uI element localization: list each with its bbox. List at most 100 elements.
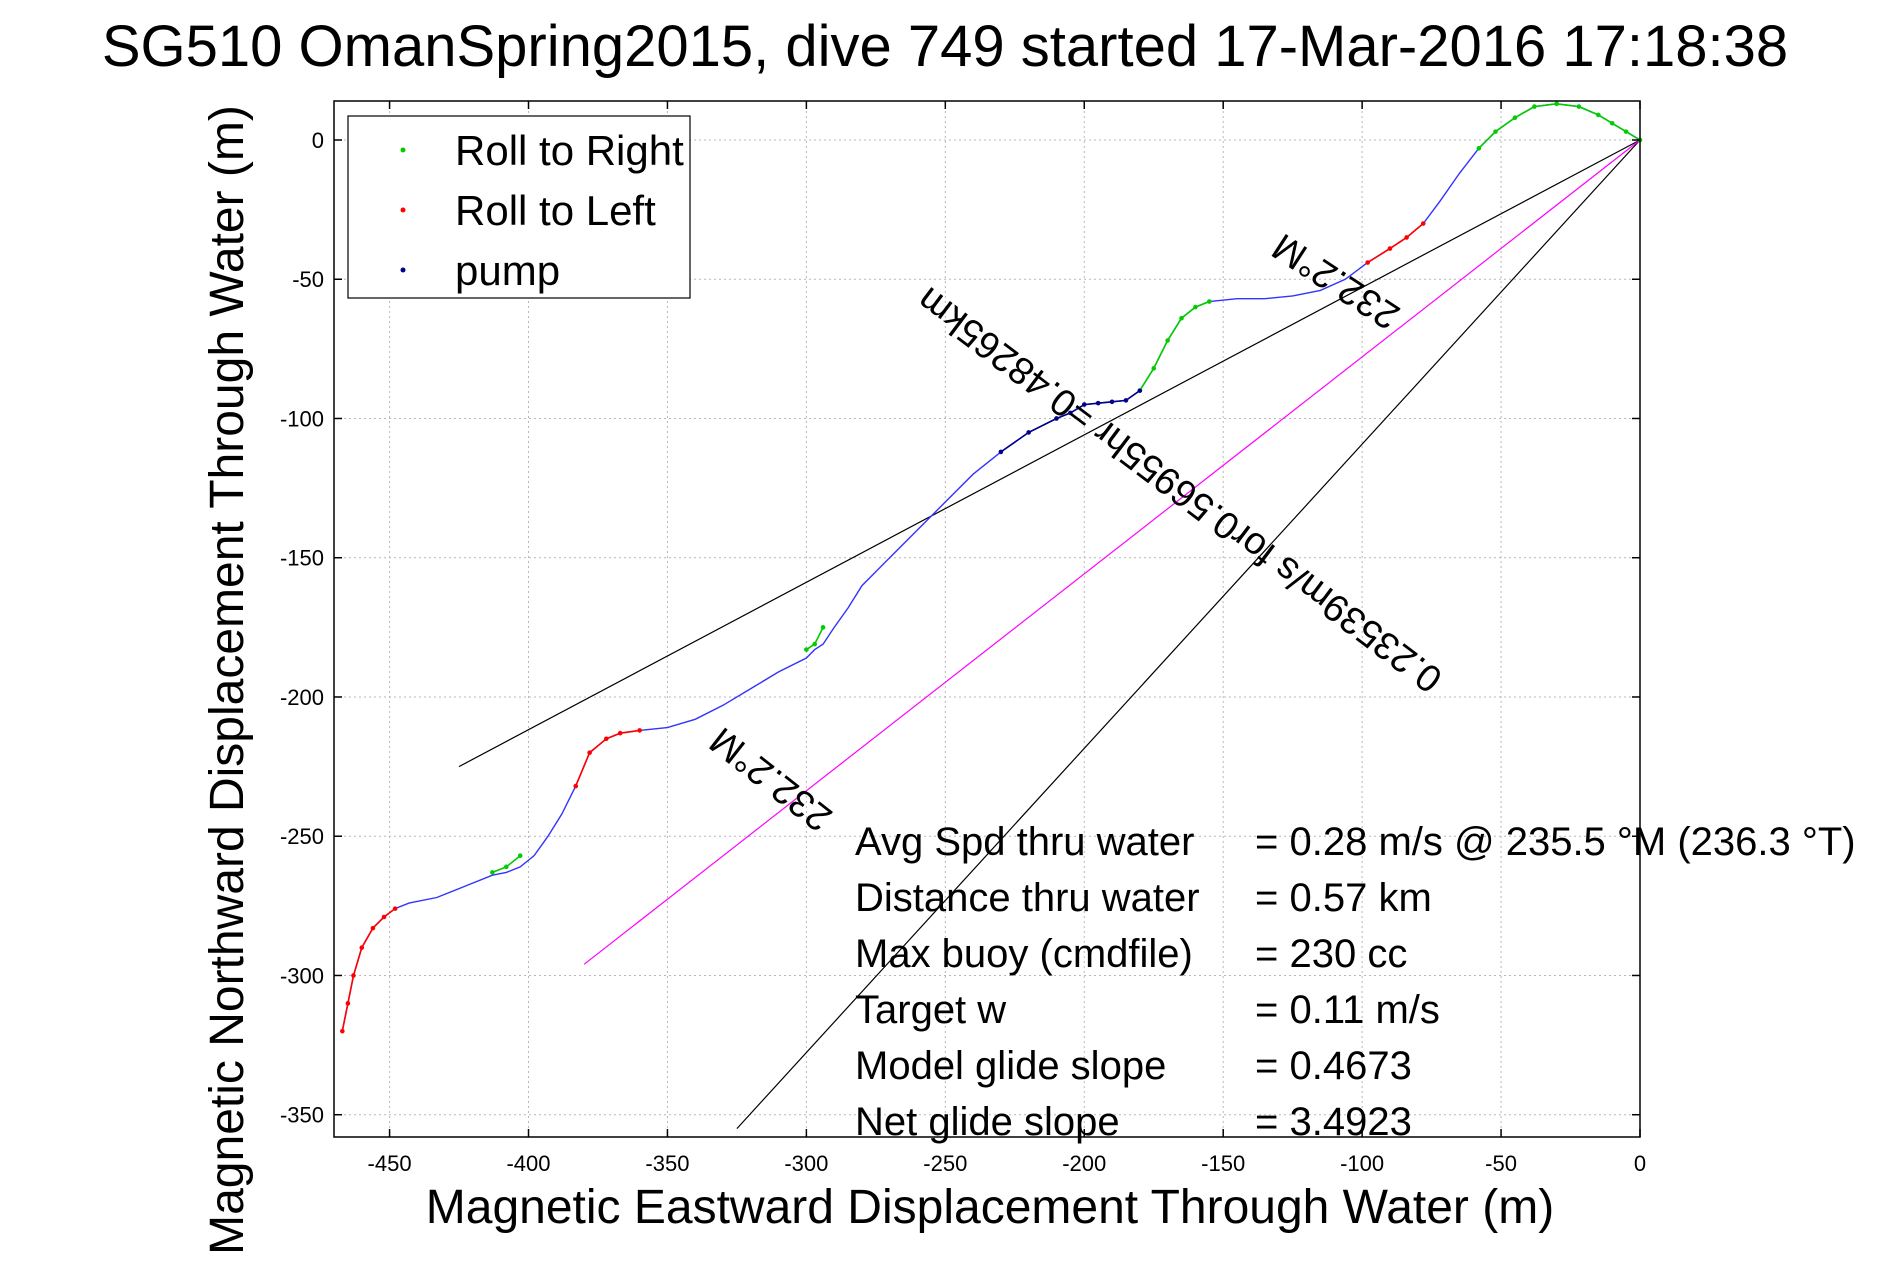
chart-title: SG510 OmanSpring2015, dive 749 started 1… xyxy=(102,14,1788,79)
annotation-label: Avg Spd thru water xyxy=(855,820,1194,864)
roll-right-point xyxy=(1151,366,1157,371)
pump-point xyxy=(998,449,1004,455)
roll-right-point xyxy=(1512,115,1518,121)
rotated-label: 0.23539m/s for0.56955hr =0.48265km xyxy=(909,278,1450,700)
roll-right-point xyxy=(517,853,523,859)
roll-left-point xyxy=(587,750,592,755)
roll-right-segment xyxy=(492,855,521,874)
annotation-value: = 0.11 m/s xyxy=(1255,988,1440,1032)
legend-marker xyxy=(400,207,406,213)
markers xyxy=(340,101,1643,1034)
x-tick-label: -400 xyxy=(506,1151,550,1176)
roll-left-point xyxy=(637,728,642,733)
roll-left-point xyxy=(617,730,623,736)
legend-label: pump xyxy=(455,247,560,294)
plot-frame xyxy=(333,100,1641,1138)
y-axis-label: Magnetic Northward Displacement Through … xyxy=(201,105,254,1255)
roll-right-point xyxy=(1179,315,1184,321)
roll-right-point xyxy=(1596,112,1601,118)
y-tick-label: -200 xyxy=(280,685,324,710)
roll-left-point xyxy=(1420,221,1426,226)
roll-left-point xyxy=(381,914,387,920)
roll-right-point xyxy=(820,625,826,630)
roll-right-point xyxy=(812,641,818,647)
pump-point xyxy=(1123,398,1129,403)
x-tick-label: -100 xyxy=(1340,1151,1384,1176)
roll-right-point xyxy=(1623,129,1629,134)
pump-point xyxy=(1109,399,1115,405)
rotated-labels: 232.2°M 0.23539m/s for0.56955hr =0.48265k… xyxy=(702,225,1450,839)
x-tick-label: -300 xyxy=(784,1151,828,1176)
y-tick-label: -350 xyxy=(280,1103,324,1128)
y-tick-label: -250 xyxy=(280,824,324,849)
annotation-label: Net glide slope xyxy=(855,1100,1120,1144)
x-tick-label: -200 xyxy=(1062,1151,1106,1176)
roll-left-segment xyxy=(1367,222,1424,264)
pump-point xyxy=(1054,416,1059,421)
roll-left-point xyxy=(604,736,609,742)
annotation-value: = 0.28 m/s @ 235.5 °M (236.3 °T) xyxy=(1255,820,1856,864)
legend-box xyxy=(347,115,691,299)
roll-right-point xyxy=(1609,120,1615,126)
annotations: Avg Spd thru water = 0.28 m/s @ 235.5 °M … xyxy=(855,820,1856,1144)
roll-right-point xyxy=(804,647,809,652)
roll-left-point xyxy=(370,925,376,931)
annotation-value: = 0.4673 xyxy=(1255,1044,1412,1088)
legend-label: Roll to Right xyxy=(455,127,684,174)
y-tick-label: 0 xyxy=(312,128,324,153)
roll-right-segment xyxy=(1478,102,1641,149)
y-tick-label: -300 xyxy=(280,963,324,988)
roll-right-point xyxy=(1165,338,1170,343)
ticks: -450 -400 -350 -300 -250 -200 -150 -100 -50 0 0 -50… xyxy=(280,101,1646,1176)
roll-left-point xyxy=(1365,260,1370,265)
roll-right-segment xyxy=(1139,300,1210,392)
roll-left-point xyxy=(359,945,365,950)
roll-right-point xyxy=(1493,129,1498,134)
x-tick-label: -150 xyxy=(1201,1151,1245,1176)
pump-point xyxy=(1068,410,1073,416)
y-tick-label: -150 xyxy=(280,546,324,571)
roll-right-point xyxy=(503,864,509,870)
reference-line xyxy=(583,139,1641,965)
roll-left-point xyxy=(392,906,398,911)
legend-marker xyxy=(400,147,406,153)
roll-left-point xyxy=(345,1001,351,1006)
roll-left-point xyxy=(1404,235,1409,240)
annotation-label: Max buoy (cmdfile) xyxy=(855,932,1193,976)
roll-right-point xyxy=(1576,104,1582,109)
roll-right-point xyxy=(490,870,495,875)
annotation-label: Model glide slope xyxy=(855,1044,1166,1088)
legend-marker xyxy=(400,267,406,273)
roll-left-point xyxy=(340,1028,345,1034)
annotation-value: = 3.4923 xyxy=(1255,1100,1412,1144)
reference-line xyxy=(458,139,1641,768)
x-tick-label: -50 xyxy=(1485,1151,1517,1176)
y-tick-label: -50 xyxy=(292,267,324,292)
roll-right-point xyxy=(1532,104,1537,109)
pump-point xyxy=(1137,388,1143,393)
x-axis-label: Magnetic Eastward Displacement Through W… xyxy=(426,1181,1554,1234)
roll-right-point xyxy=(1476,146,1482,151)
pump-point xyxy=(1095,400,1101,406)
pump-point xyxy=(1026,430,1031,435)
reference-line xyxy=(736,139,1641,1130)
reference-lines xyxy=(458,139,1641,1130)
roll-right-point xyxy=(1193,304,1198,310)
roll-left-point xyxy=(351,973,356,978)
y-tick-label: -100 xyxy=(280,406,324,431)
roll-right-point xyxy=(1554,101,1559,107)
roll-left-point xyxy=(573,783,579,789)
annotation-label: Target w xyxy=(855,988,1006,1032)
roll-right-point xyxy=(1206,299,1212,304)
series xyxy=(341,103,1641,1032)
roll-left-segment xyxy=(341,907,396,1032)
legend: Roll to Right Roll to Left pump xyxy=(347,115,691,299)
annotation-value: = 0.57 km xyxy=(1255,876,1432,920)
x-tick-label: 0 xyxy=(1634,1151,1646,1176)
x-tick-label: -250 xyxy=(923,1151,967,1176)
rotated-label: 232.2°M xyxy=(702,719,840,839)
annotation-label: Distance thru water xyxy=(855,876,1200,920)
pump-point xyxy=(1081,402,1087,407)
annotation-value: = 230 cc xyxy=(1255,932,1407,976)
